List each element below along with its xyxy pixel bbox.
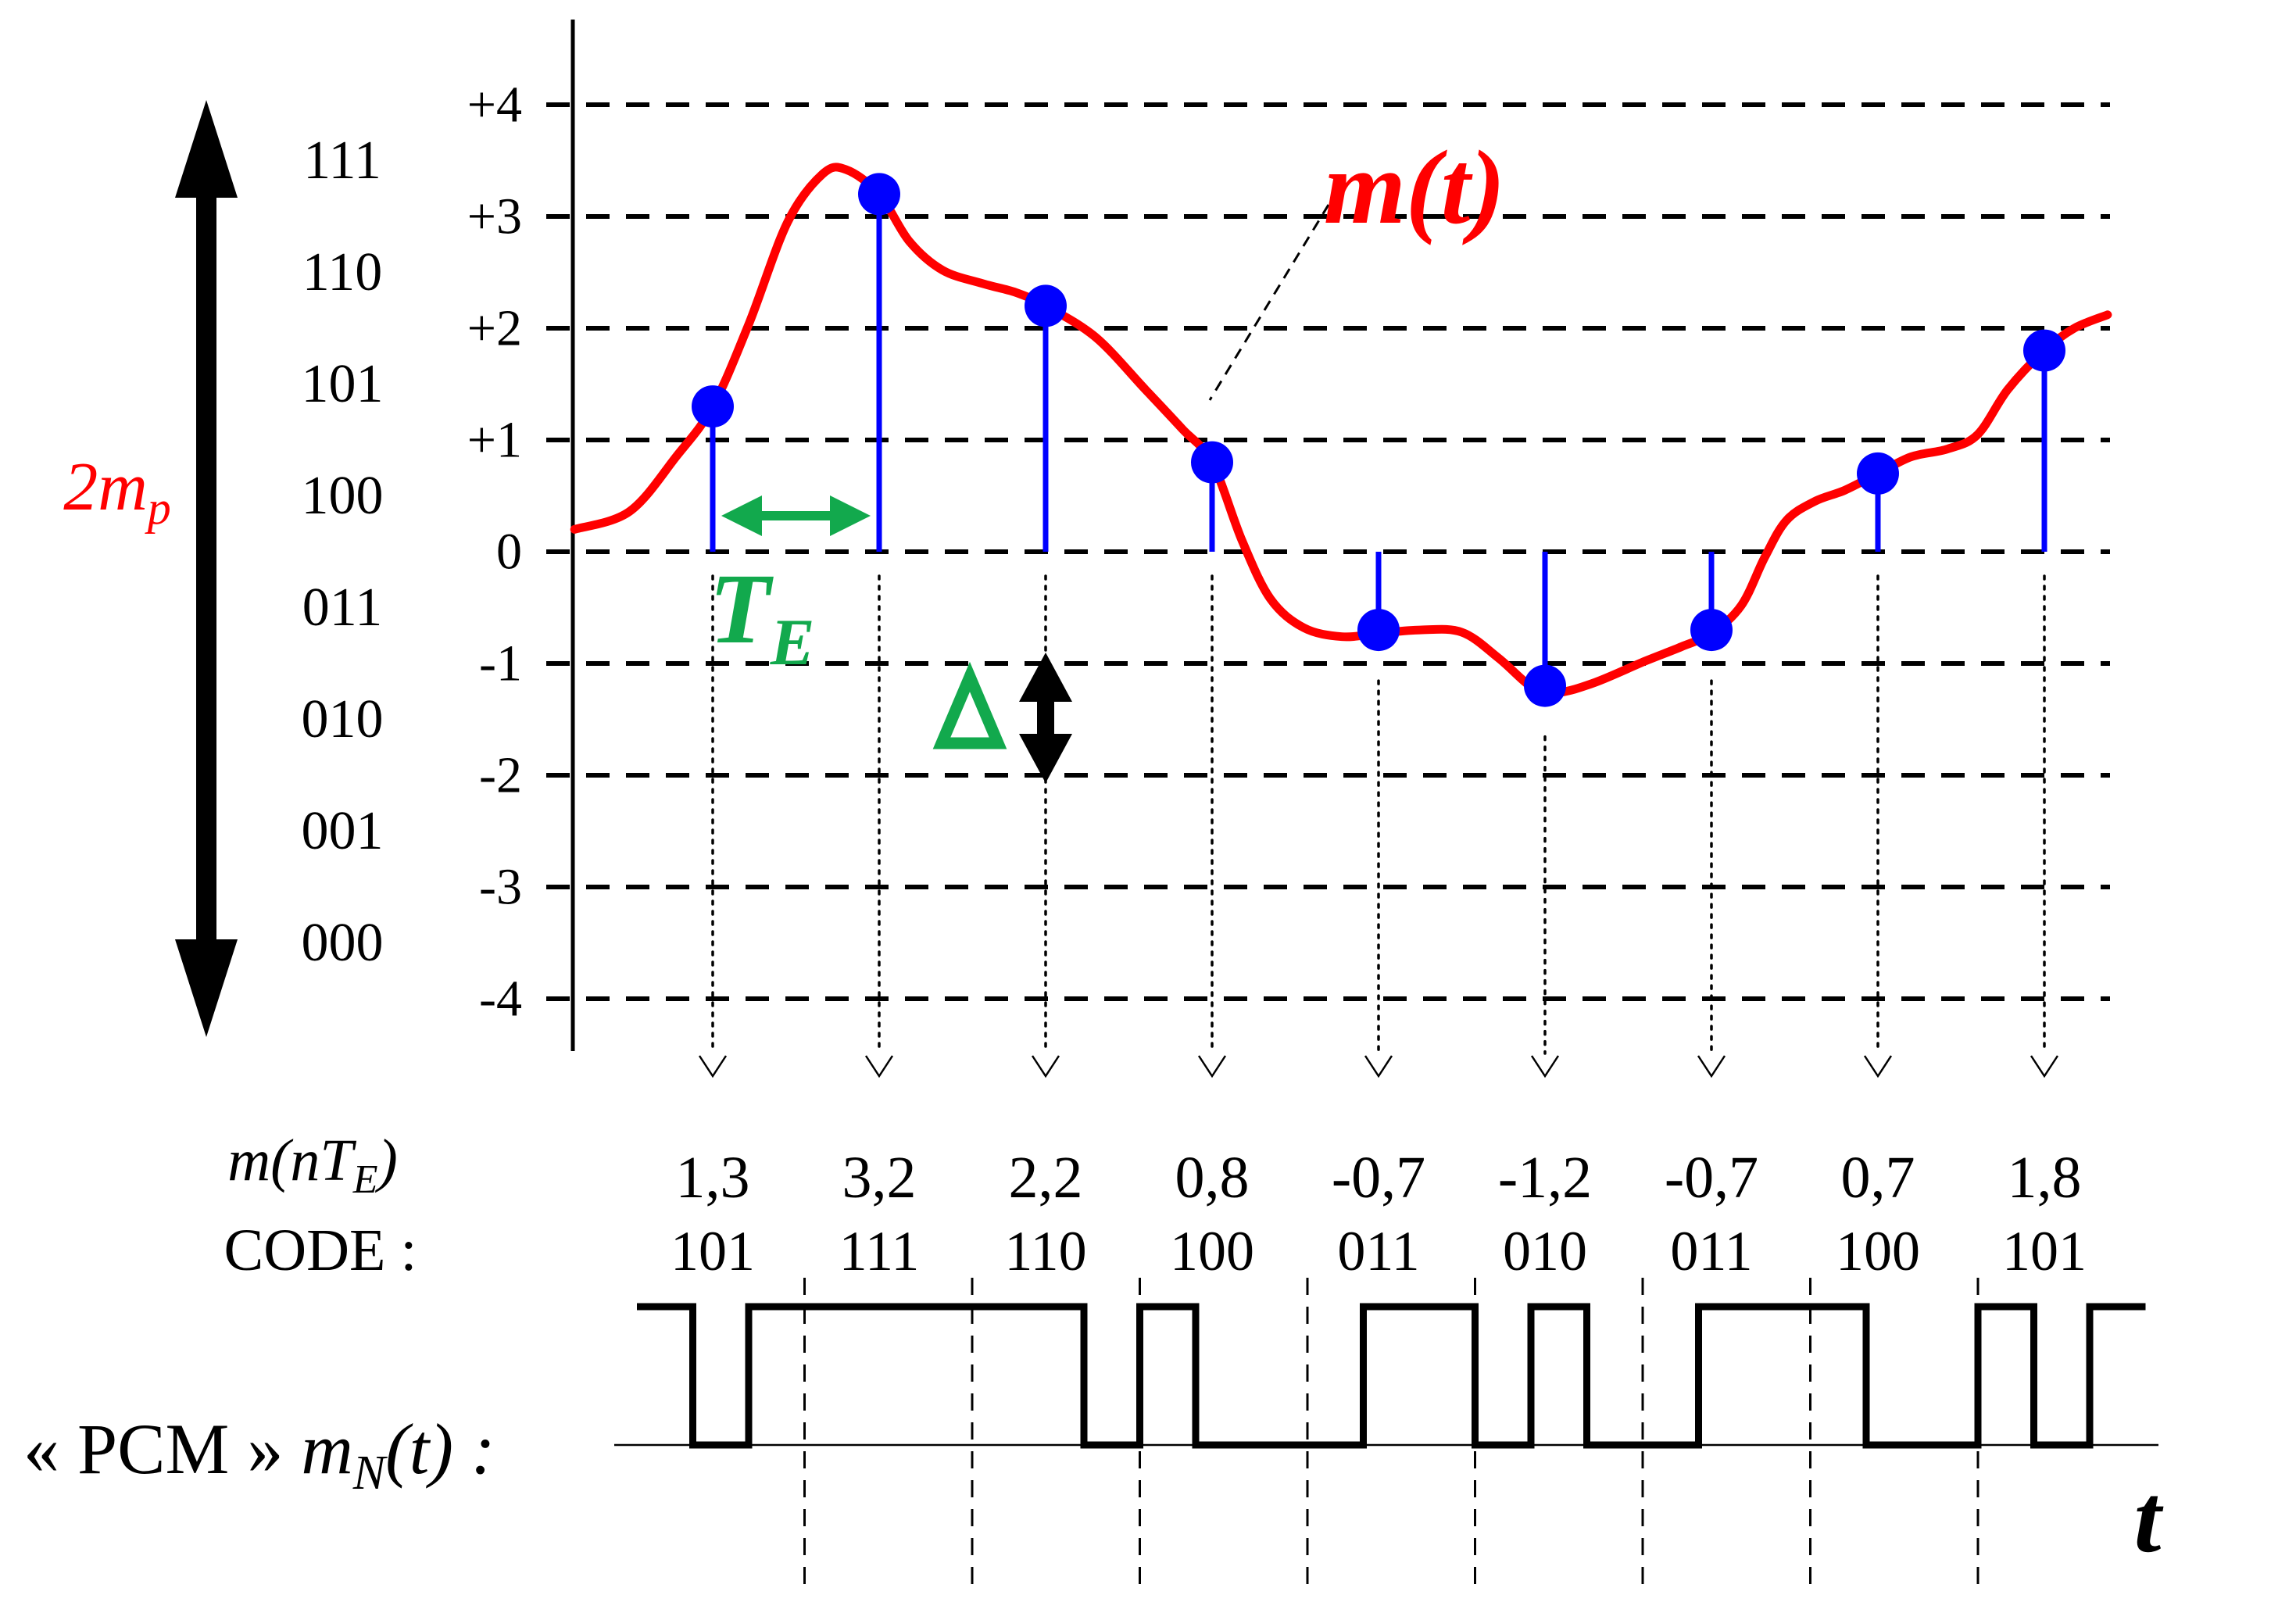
sample-value: -0,7 [1332,1145,1425,1211]
sample-code: 010 [1503,1220,1587,1282]
sample-dot [1025,284,1067,327]
y-tick-label-+4: +4 [467,77,522,134]
sample-drop-arrowhead [864,1055,894,1078]
sample-code: 011 [1670,1220,1752,1282]
y-tick-label-0: 0 [496,524,522,581]
signal-label: m(t) [1324,130,1505,246]
time-axis-label: t [2134,1465,2164,1573]
sample-value: 1,8 [2008,1145,2082,1211]
sample-value: 0,8 [1175,1145,1250,1211]
y-tick-label--2: -2 [479,747,522,804]
y-tick-label-+1: +1 [467,412,522,469]
pcm-row-label: « PCM » mN(t) : [23,1409,495,1500]
quantizer-code-000: 000 [302,913,384,973]
sample-drop-arrowhead [1530,1055,1560,1078]
sample-code: 101 [2002,1220,2087,1282]
quantizer-code-011: 011 [302,578,382,638]
sample-value: 1,3 [676,1145,750,1211]
sample-drop-arrowhead [2030,1055,2059,1078]
sample-drop-arrowhead [698,1055,728,1078]
sample-dot [1857,452,1899,495]
signal-curve-m-of-t [570,163,2112,698]
sample-code: 111 [839,1220,920,1282]
sample-drop-arrowhead [1197,1055,1227,1078]
step-label-delta [932,661,1007,749]
sample-value: -1,2 [1498,1145,1592,1211]
quantizer-code-010: 010 [302,689,384,749]
y-tick-label-+2: +2 [467,300,522,357]
range-label-2mp: 2mp [63,449,171,534]
quantizer-code-111: 111 [303,131,381,191]
sample-code: 011 [1337,1220,1419,1282]
sample-code: 101 [671,1220,755,1282]
sample-drop-arrowhead [1697,1055,1726,1078]
sample-drop-arrowhead [1863,1055,1893,1078]
code-row-label: CODE : [224,1218,417,1283]
quantizer-code-100: 100 [302,466,384,526]
sample-drop-arrowhead [1364,1055,1393,1078]
quantizer-code-110: 110 [302,242,382,302]
signal-label-leader [1208,204,1330,401]
sample-dot [692,385,734,428]
full-scale-range-arrow [175,100,238,1037]
sample-value: 2,2 [1009,1145,1083,1211]
sample-row-label: m(nTE) [227,1128,398,1202]
sample-value: 0,7 [1841,1145,1915,1211]
pcm-waveform [637,1303,2146,1449]
sample-dot [858,173,900,216]
sample-dot [2023,329,2065,372]
y-tick-label-+3: +3 [467,188,522,245]
sampling-period-label: TE [710,553,815,679]
sample-code: 100 [1170,1220,1254,1282]
y-tick-label--4: -4 [479,971,522,1028]
y-tick-label--3: -3 [479,859,522,916]
sample-code: 100 [1836,1220,1920,1282]
sample-dot [1357,609,1400,652]
sample-code: 110 [1004,1220,1086,1282]
quantizer-code-101: 101 [302,354,384,414]
y-tick-label--1: -1 [479,635,522,692]
sample-drop-arrowhead [1031,1055,1060,1078]
sample-dot [1191,441,1233,484]
sampling-period-arrow [721,495,871,536]
sample-dot [1524,664,1566,707]
sample-dot [1690,609,1733,652]
quantizer-code-001: 001 [302,801,384,861]
sample-value: 3,2 [842,1145,917,1211]
quantization-step-arrow [1019,653,1072,783]
sample-value: -0,7 [1665,1145,1758,1211]
